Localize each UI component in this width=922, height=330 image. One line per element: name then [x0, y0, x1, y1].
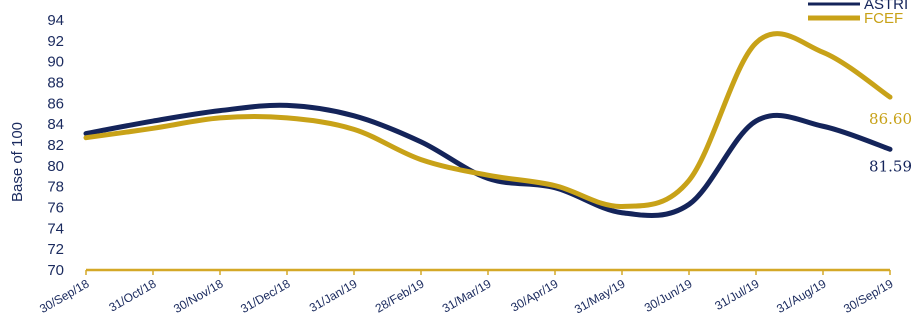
x-tick-label: 31/Aug/19 [774, 276, 829, 316]
x-tick-label: 31/Mar/19 [440, 276, 494, 315]
legend-label-astri: ASTRI [864, 0, 908, 13]
y-tick-label: 92 [47, 33, 64, 50]
y-tick-label: 80 [47, 158, 64, 175]
y-tick-label: 72 [47, 241, 64, 258]
x-tick-label: 31/Jul/19 [712, 276, 761, 313]
x-tick-label: 30/Nov/18 [171, 276, 226, 316]
x-tick-label: 31/Dec/18 [238, 276, 293, 316]
x-tick-label: 30/Sep/19 [841, 276, 896, 316]
x-tick-label: 31/Oct/18 [106, 276, 158, 314]
y-tick-label: 82 [47, 137, 64, 154]
end-value-label-fcef: 86.60 [869, 110, 912, 128]
y-tick-label: 84 [47, 116, 64, 133]
x-tick-label: 30/Sep/18 [37, 276, 92, 316]
y-tick-label: 94 [47, 12, 64, 29]
y-tick-label: 88 [47, 75, 64, 92]
y-tick-label: 86 [47, 95, 64, 112]
x-tick-label: 31/Jan/19 [307, 276, 360, 315]
series-group [83, 31, 893, 219]
y-tick-label: 70 [47, 262, 64, 279]
x-tick-label: 31/May/19 [572, 276, 628, 316]
y-axis-label: Base of 100 [9, 122, 26, 202]
end-labels: 81.59 86.60 [869, 110, 912, 175]
end-value-label-astri: 81.59 [869, 157, 912, 175]
x-tick-label: 28/Feb/19 [373, 276, 427, 315]
series-line-astri [83, 102, 893, 219]
y-tick-label: 74 [47, 220, 64, 237]
x-tick-label: 30/Apr/19 [508, 276, 560, 314]
y-tick-label: 90 [47, 54, 64, 71]
x-axis-ticks: 30/Sep/18 31/Oct/18 30/Nov/18 31/Dec/18 31/J… [37, 270, 896, 317]
y-tick-label: 78 [47, 179, 64, 196]
y-axis-ticks: 70 72 74 76 78 80 82 84 86 88 90 92 94 [47, 12, 64, 279]
y-tick-label: 76 [47, 200, 64, 217]
series-line-fcef [83, 31, 893, 209]
legend-label-fcef: FCEF [864, 10, 903, 27]
x-tick-label: 30/Jun/19 [642, 276, 695, 315]
